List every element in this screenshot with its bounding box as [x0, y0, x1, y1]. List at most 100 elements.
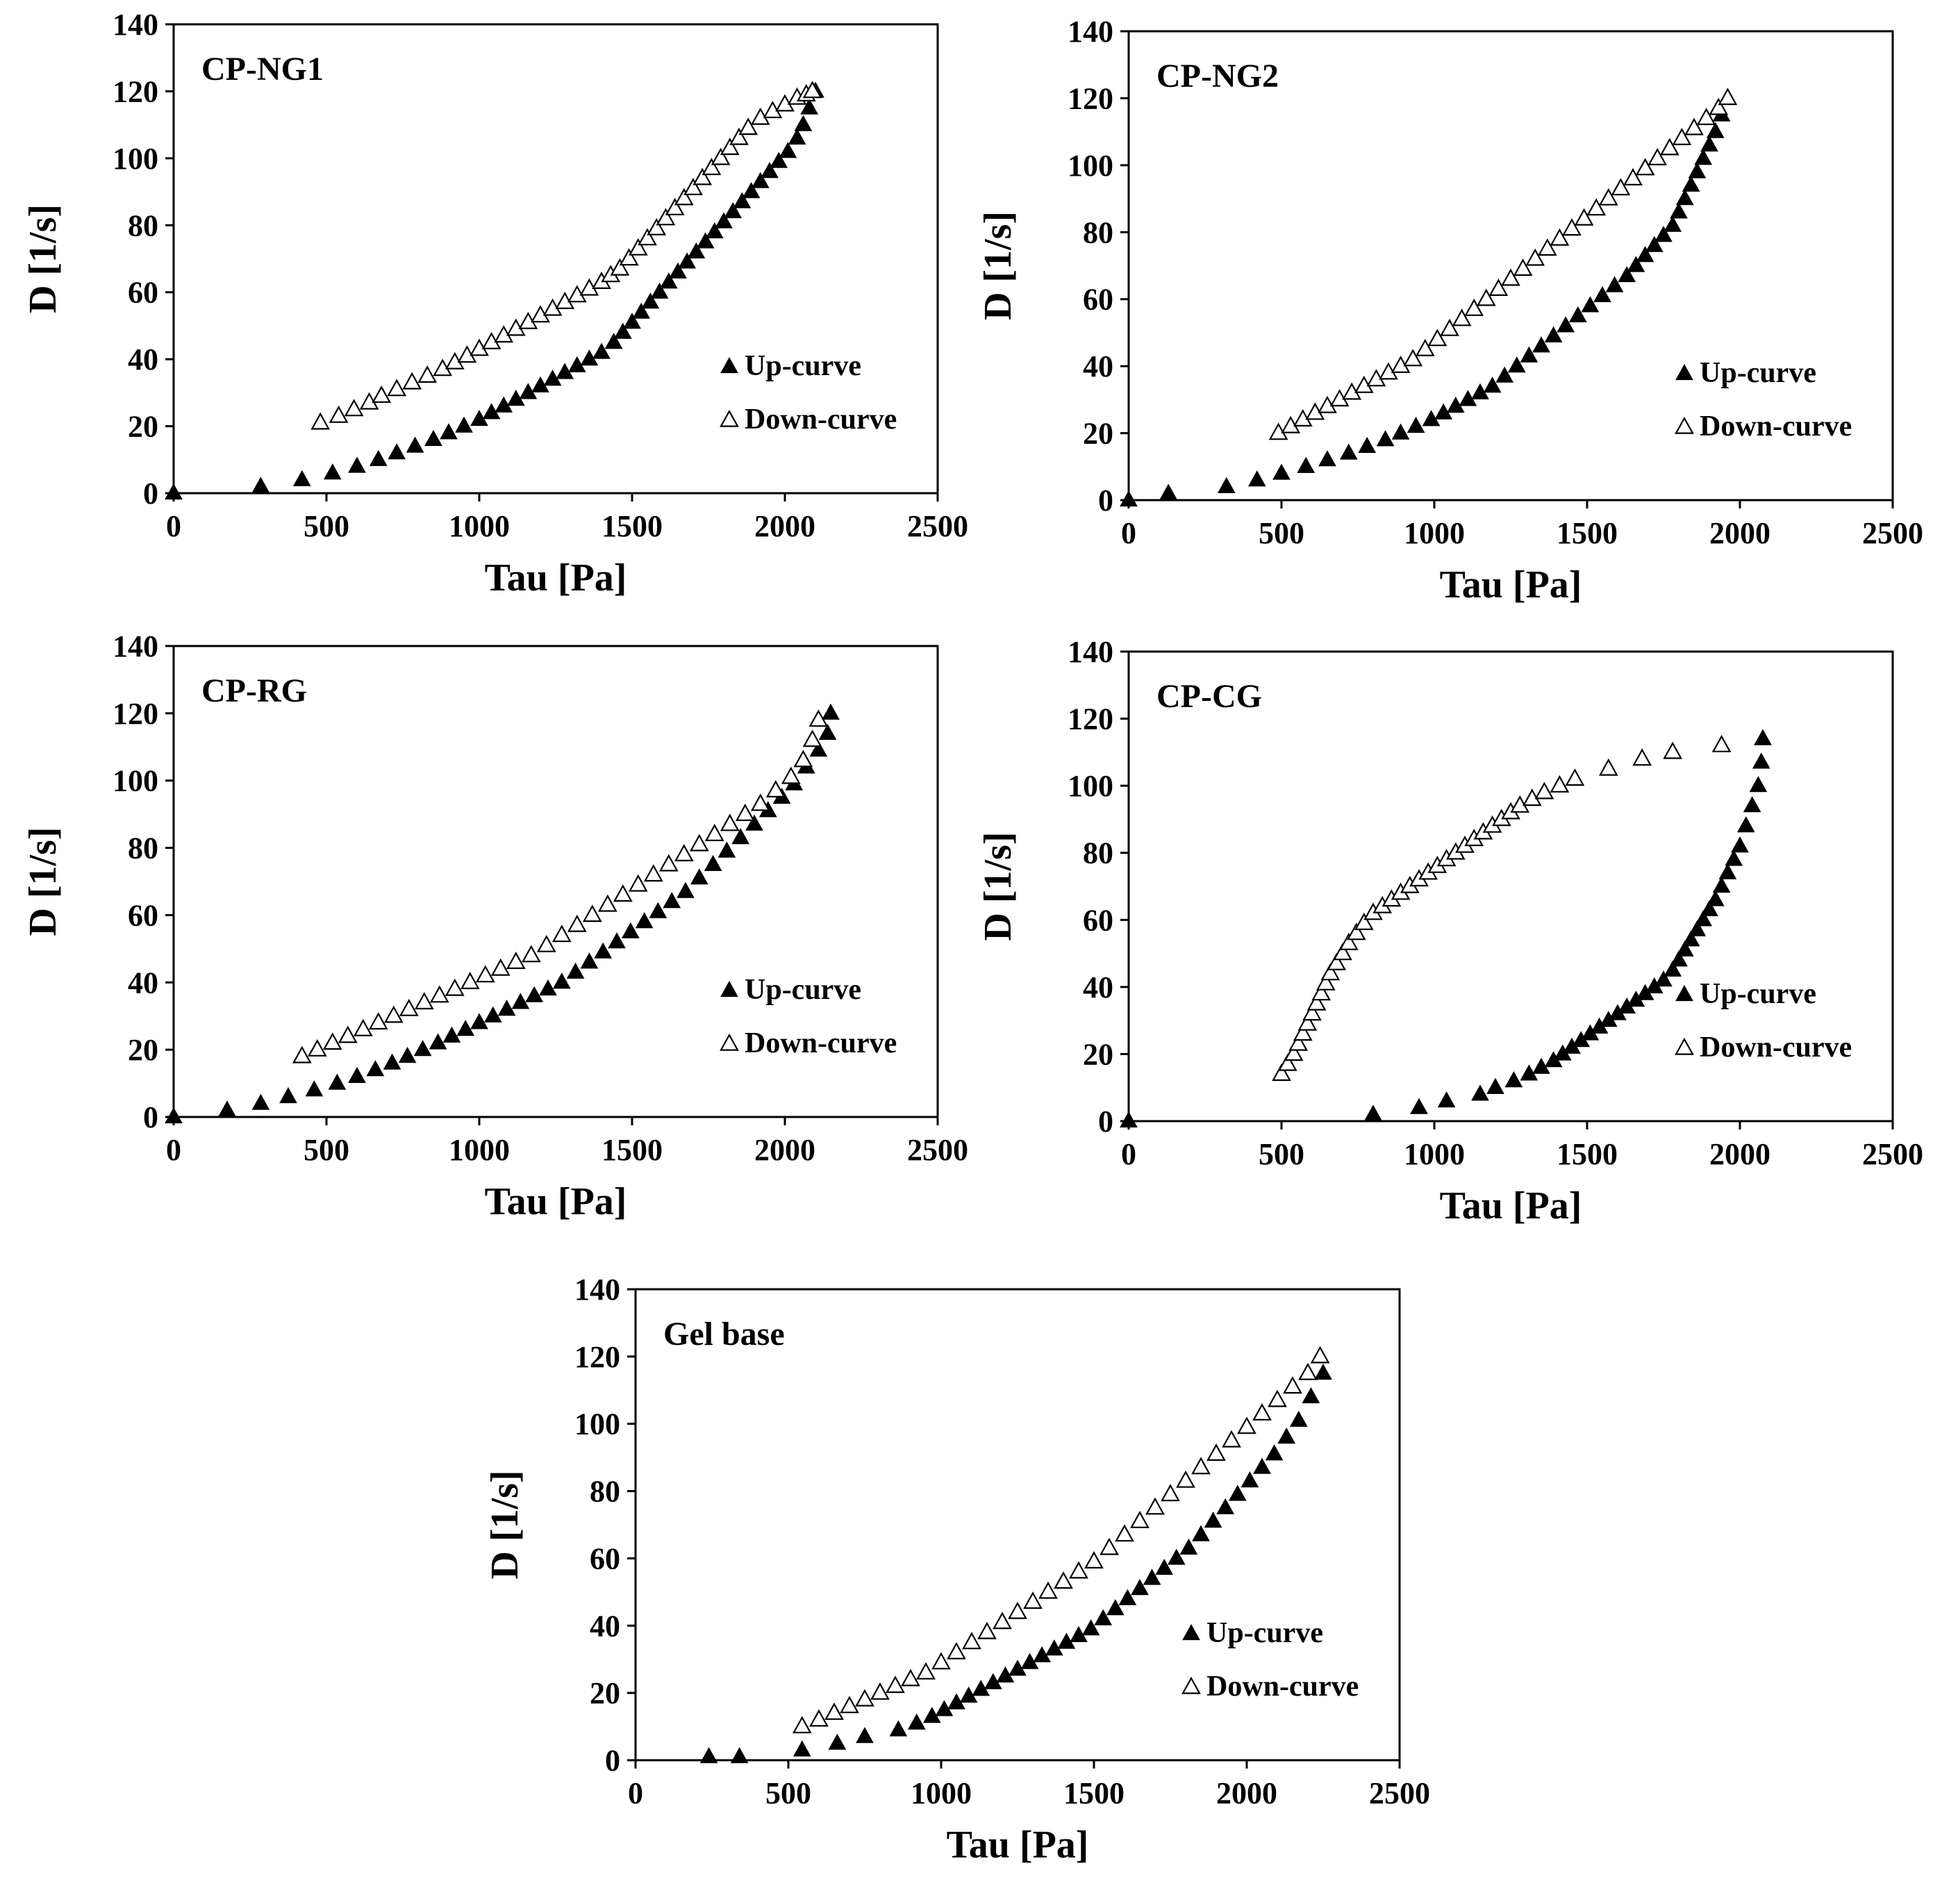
y-tick-label: 0	[143, 477, 158, 511]
data-point	[1682, 175, 1700, 192]
data-point	[1118, 1589, 1137, 1605]
data-point	[635, 912, 654, 929]
x-tick-label: 1500	[1557, 516, 1618, 550]
legend-marker	[1675, 1037, 1694, 1055]
panel-cp-ng1: 0 20 40 60 80 100 120 140 0 500 1000 1500 2000 2500 Ta…	[22, 8, 968, 599]
data-point	[1094, 1609, 1113, 1625]
data-point	[1120, 1111, 1138, 1128]
data-point	[383, 1053, 401, 1070]
data-point	[779, 142, 797, 158]
data-point	[1440, 318, 1459, 336]
x-tick-label: 500	[1259, 1137, 1304, 1171]
data-point	[1333, 943, 1352, 961]
data-point	[1731, 836, 1749, 853]
data-point	[822, 703, 840, 720]
data-point	[1593, 285, 1611, 302]
data-point	[1476, 288, 1496, 306]
data-point	[731, 828, 750, 845]
data-point	[1562, 218, 1582, 236]
y-tick-label: 0	[1098, 1104, 1113, 1139]
data-point	[1069, 1561, 1088, 1579]
legend-marker	[1675, 416, 1694, 434]
data-point	[1302, 1003, 1322, 1021]
data-point	[1525, 248, 1545, 266]
legend: Up-curve Down-curve	[1675, 978, 1852, 1063]
panel-cp-rg: 0 20 40 60 80 100 120 140 0 500 1000 1500 2000 2500 Ta…	[22, 629, 968, 1223]
x-tick-label: 2000	[754, 509, 815, 543]
data-point	[552, 972, 571, 989]
data-point	[1504, 1071, 1523, 1088]
panel-cp-cg: 0 20 40 60 80 100 120 140 0 500 1000 1500 2000 2500 Ta…	[977, 635, 1923, 1227]
data-point	[683, 178, 703, 195]
data-point	[1501, 268, 1520, 286]
data-point	[388, 443, 406, 460]
data-point	[1265, 1444, 1284, 1461]
data-point	[1288, 1033, 1309, 1051]
data-point	[824, 1702, 844, 1720]
series-down-curve	[292, 709, 829, 1063]
y-tick-label: 40	[1083, 349, 1113, 383]
data-point	[1358, 436, 1377, 453]
data-point	[1675, 189, 1694, 206]
data-point	[445, 978, 465, 996]
data-point	[781, 766, 801, 784]
data-point	[368, 1012, 388, 1030]
y-tick-label: 100	[113, 764, 158, 798]
y-tick-label: 80	[1083, 215, 1113, 249]
data-point	[1297, 456, 1316, 473]
data-point	[856, 1727, 874, 1744]
data-point	[292, 470, 311, 486]
plot-frame	[1127, 650, 1894, 1123]
data-point	[369, 449, 388, 466]
legend-marker	[720, 409, 739, 427]
y-tick-label: 20	[128, 1033, 158, 1067]
data-point	[802, 81, 822, 99]
data-point	[745, 814, 763, 831]
data-point	[962, 1632, 981, 1650]
y-tick-label: 60	[1083, 903, 1113, 937]
y-tick-label: 140	[574, 1273, 620, 1307]
data-point	[372, 385, 392, 403]
x-tick-label: 1500	[1063, 1776, 1125, 1810]
data-point	[429, 1033, 447, 1050]
data-point	[1711, 734, 1732, 752]
data-point	[1623, 167, 1643, 185]
legend-marker	[1181, 1676, 1201, 1694]
data-point	[1534, 781, 1554, 800]
y-tick-label: 0	[143, 1100, 158, 1134]
data-point	[1598, 188, 1618, 206]
data-point	[1318, 450, 1336, 467]
data-point	[1670, 950, 1688, 967]
data-point	[1627, 256, 1645, 272]
data-point	[687, 242, 706, 258]
data-point	[1557, 316, 1575, 333]
data-point	[1648, 148, 1668, 165]
data-point	[440, 423, 458, 440]
data-point	[809, 1709, 829, 1727]
data-point	[689, 834, 709, 852]
data-point	[993, 1612, 1012, 1630]
legend-label: Up-curve	[1700, 357, 1816, 389]
y-tick-label: 80	[128, 831, 158, 866]
data-point	[828, 1733, 847, 1750]
data-point	[656, 208, 676, 226]
data-point	[1217, 477, 1236, 493]
data-point	[1495, 366, 1514, 383]
data-point	[802, 729, 822, 747]
y-axis-title: D [1/s]	[977, 831, 1020, 941]
data-point	[1654, 970, 1673, 987]
data-point	[1364, 1104, 1382, 1121]
data-point	[429, 985, 449, 1003]
data-point	[647, 217, 667, 235]
series-up-curve	[1120, 729, 1772, 1128]
y-tick-label: 100	[1068, 149, 1113, 183]
data-point	[1316, 972, 1336, 991]
data-point	[1289, 1410, 1308, 1427]
y-tick-label: 20	[590, 1676, 620, 1710]
y-tick-label: 120	[113, 74, 158, 108]
data-point	[1298, 1362, 1318, 1380]
data-point	[659, 272, 678, 289]
data-point	[1228, 1484, 1247, 1501]
y-tick-label: 100	[574, 1407, 620, 1441]
data-point	[696, 232, 715, 249]
